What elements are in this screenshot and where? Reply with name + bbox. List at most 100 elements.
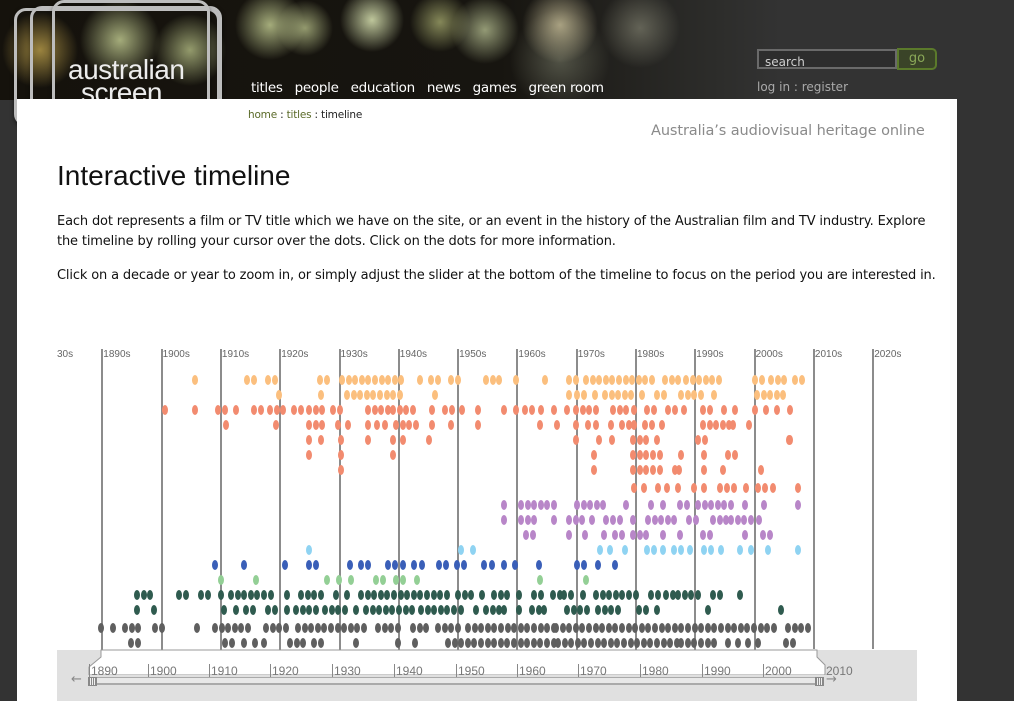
timeline-dot[interactable] (710, 590, 716, 600)
timeline-dot[interactable] (319, 420, 326, 430)
nav-news[interactable]: news (426, 80, 461, 96)
slider-left-handle[interactable] (88, 677, 97, 686)
timeline-dot[interactable] (728, 500, 734, 510)
timeline-dot[interactable] (612, 623, 619, 633)
timeline-dot[interactable] (254, 590, 261, 600)
timeline-dot[interactable] (798, 375, 805, 385)
timeline-dot[interactable] (504, 590, 511, 600)
timeline-dot[interactable] (758, 465, 764, 475)
timeline-dot[interactable] (134, 590, 140, 600)
timeline-dot[interactable] (692, 515, 699, 525)
timeline-dot[interactable] (406, 420, 413, 430)
timeline-dot[interactable] (695, 435, 701, 445)
timeline-dot[interactable] (308, 623, 315, 633)
timeline-dot[interactable] (580, 560, 587, 570)
timeline-dot[interactable] (720, 465, 726, 475)
timeline-dot[interactable] (322, 605, 328, 615)
timeline-dot[interactable] (524, 515, 531, 525)
timeline-dot[interactable] (574, 500, 580, 510)
timeline-dot[interactable] (357, 390, 364, 400)
timeline-dot[interactable] (257, 405, 264, 415)
timeline-dot[interactable] (619, 420, 625, 430)
timeline-dot[interactable] (574, 638, 581, 648)
timeline-dot[interactable] (647, 638, 654, 648)
timeline-dot[interactable] (328, 605, 335, 615)
timeline-dot[interactable] (501, 560, 507, 570)
timeline-dot[interactable] (409, 405, 416, 415)
timeline-dot[interactable] (700, 420, 706, 430)
timeline-dot[interactable] (654, 590, 661, 600)
nav-green-room[interactable]: green room (528, 80, 605, 96)
slider-year-1910[interactable]: 1910 (209, 664, 238, 678)
timeline-dot[interactable] (566, 375, 572, 385)
timeline-dot[interactable] (318, 435, 324, 445)
timeline-dot[interactable] (593, 590, 599, 600)
timeline-dot[interactable] (311, 638, 317, 648)
timeline-dot[interactable] (459, 405, 465, 415)
timeline-dot[interactable] (660, 638, 667, 648)
timeline-dot[interactable] (766, 530, 773, 540)
timeline-dot[interactable] (424, 605, 431, 615)
timeline-dot[interactable] (399, 575, 406, 585)
timeline-dot[interactable] (541, 605, 547, 615)
timeline-dot[interactable] (581, 638, 588, 648)
timeline-dot[interactable] (701, 465, 707, 475)
timeline-dot[interactable] (743, 483, 749, 493)
timeline-dot[interactable] (592, 390, 598, 400)
timeline-dot[interactable] (455, 590, 461, 600)
timeline-dot[interactable] (791, 623, 798, 633)
timeline-dot[interactable] (345, 375, 352, 385)
timeline-dot[interactable] (501, 605, 507, 615)
timeline-dot[interactable] (755, 483, 761, 493)
timeline-dot[interactable] (314, 623, 321, 633)
timeline-dot[interactable] (341, 623, 348, 633)
timeline-dot[interactable] (676, 465, 682, 475)
timeline-dot[interactable] (789, 638, 796, 648)
timeline-dot[interactable] (306, 560, 312, 570)
timeline-dot[interactable] (122, 623, 128, 633)
timeline-dot[interactable] (654, 638, 660, 648)
timeline-dot[interactable] (631, 405, 637, 415)
timeline-dot[interactable] (683, 500, 690, 510)
timeline-dot[interactable] (691, 638, 698, 648)
timeline-dot[interactable] (660, 390, 667, 400)
timeline-dot[interactable] (353, 605, 359, 615)
timeline-dot[interactable] (424, 590, 430, 600)
timeline-dot[interactable] (402, 605, 409, 615)
nav-titles[interactable]: titles (251, 80, 283, 96)
timeline-dot[interactable] (798, 623, 805, 633)
timeline-dot[interactable] (484, 623, 491, 633)
timeline-dot[interactable] (664, 483, 670, 493)
timeline-dot[interactable] (706, 420, 713, 430)
timeline-dot[interactable] (451, 605, 457, 615)
timeline-dot[interactable] (284, 590, 290, 600)
timeline-dot[interactable] (649, 450, 656, 460)
timeline-dot[interactable] (312, 560, 319, 570)
timeline-dot[interactable] (623, 500, 629, 510)
timeline-dot[interactable] (517, 638, 524, 648)
timeline-dot[interactable] (391, 375, 398, 385)
timeline-dot[interactable] (152, 623, 158, 633)
timeline-dot[interactable] (454, 623, 461, 633)
timeline-dot[interactable] (504, 638, 511, 648)
timeline-dot[interactable] (497, 638, 504, 648)
timeline-dot[interactable] (619, 590, 626, 600)
timeline-dot[interactable] (465, 623, 471, 633)
timeline-dot[interactable] (212, 560, 218, 570)
timeline-dot[interactable] (732, 405, 738, 415)
timeline-dot[interactable] (659, 420, 665, 430)
decade-label-1960s[interactable]: 1960s (518, 349, 546, 360)
timeline-dot[interactable] (361, 623, 367, 633)
timeline-dot[interactable] (550, 590, 556, 600)
timeline-dot[interactable] (311, 590, 318, 600)
timeline-dot[interactable] (352, 375, 359, 385)
timeline-dot[interactable] (573, 435, 579, 445)
timeline-dot[interactable] (364, 560, 371, 570)
timeline-dot[interactable] (412, 638, 418, 648)
timeline-dot[interactable] (221, 405, 228, 415)
timeline-dot[interactable] (273, 420, 279, 430)
timeline-dot[interactable] (697, 638, 704, 648)
timeline-dot[interactable] (441, 623, 448, 633)
timeline-dot[interactable] (501, 515, 507, 525)
timeline-dot[interactable] (795, 545, 801, 555)
